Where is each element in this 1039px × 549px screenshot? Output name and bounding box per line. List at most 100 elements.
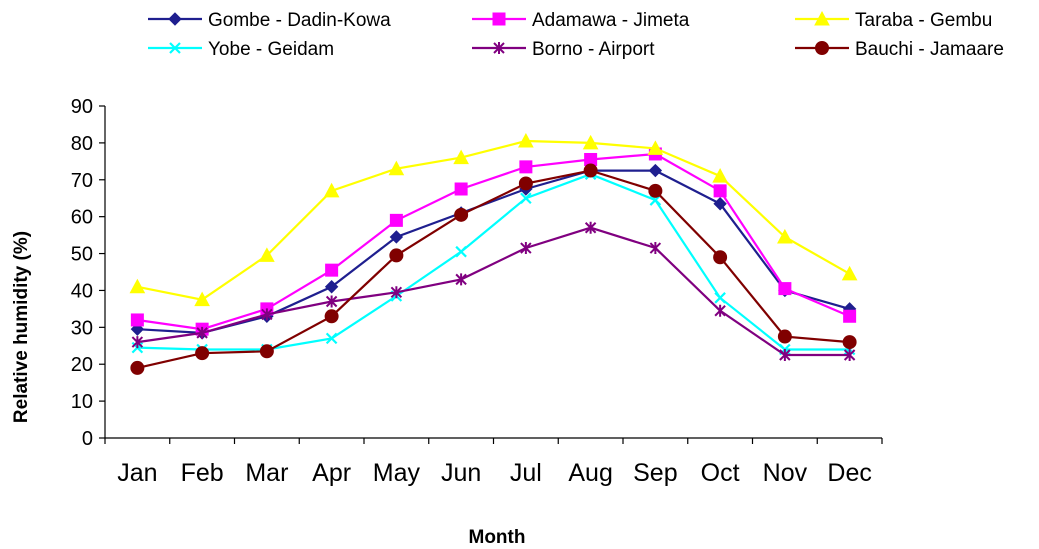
y-axis-ticks: 0 10 20 30 40 50 60 70 80 90 [71, 96, 105, 450]
data-point [582, 134, 599, 150]
x-tick-label: Nov [763, 459, 808, 487]
x-tick-label: Feb [181, 459, 224, 487]
legend-item-yobe-geidam: Yobe - Geidam [148, 39, 334, 60]
data-point [130, 313, 144, 327]
legend-label: Taraba - Gembu [855, 10, 992, 31]
series-layer [129, 132, 858, 375]
data-point [648, 163, 663, 178]
legend-item-gombe-dadin-kowa: Gombe - Dadin-Kowa [148, 10, 391, 31]
data-point [777, 228, 793, 244]
series-gombe-dadin-kowa [130, 163, 857, 340]
y-tick-label: 0 [82, 428, 93, 450]
data-point [518, 132, 534, 148]
data-point [713, 184, 727, 198]
data-point [779, 349, 791, 361]
data-point [455, 273, 467, 286]
data-point [520, 192, 532, 204]
data-point [261, 308, 273, 321]
series-borno-airport [131, 221, 856, 361]
data-point [778, 282, 792, 296]
data-point [714, 292, 726, 304]
x-tick-label: Apr [312, 459, 351, 487]
legend-label: Adamawa - Jimeta [532, 10, 690, 31]
series-line [137, 226, 850, 357]
y-tick-label: 50 [71, 244, 93, 266]
data-point [583, 163, 598, 178]
data-point [196, 326, 208, 339]
data-point [843, 349, 856, 361]
series-line [137, 152, 851, 331]
series-bauchi-jamaare [130, 163, 857, 375]
data-point [389, 230, 404, 244]
data-point [131, 336, 144, 349]
data-point [389, 248, 404, 263]
legend-marker [169, 42, 181, 54]
legend-item-taraba-gembu: Taraba - Gembu [795, 10, 992, 31]
data-point [325, 263, 339, 277]
legend: Gombe - Dadin-Kowa Adamawa - Jimeta Taraba… [148, 10, 1004, 60]
y-tick-label: 20 [71, 354, 93, 376]
legend-item-adamawa-jimeta: Adamawa - Jimeta [472, 10, 690, 31]
legend-label: Borno - Airport [532, 39, 655, 60]
data-point [520, 242, 532, 255]
data-point [841, 265, 858, 281]
data-point [519, 160, 533, 174]
legend-marker [492, 12, 506, 26]
legend-marker [493, 42, 505, 54]
x-axis-ticks: Jan Feb Mar Apr May Jun Jul Aug Sep Oct Nov Dec [104, 438, 883, 487]
y-tick-label: 10 [71, 391, 93, 413]
x-tick-label: Oct [701, 459, 740, 487]
data-point [712, 168, 728, 183]
data-point [648, 183, 663, 198]
y-tick-label: 70 [71, 170, 93, 192]
data-point [325, 295, 338, 308]
data-point [324, 309, 339, 324]
x-tick-label: May [373, 459, 421, 487]
data-point [454, 182, 468, 196]
x-tick-label: Dec [827, 459, 871, 487]
data-point [647, 140, 664, 155]
axes [104, 106, 882, 439]
data-point [389, 213, 403, 227]
data-point [649, 242, 662, 255]
legend-marker [815, 41, 829, 55]
y-tick-label: 90 [71, 96, 93, 118]
x-tick-label: Aug [568, 459, 612, 487]
series-line [137, 169, 850, 369]
data-point [388, 160, 405, 176]
data-point [259, 247, 275, 262]
legend-label: Gombe - Dadin-Kowa [208, 10, 391, 31]
data-point [714, 304, 726, 317]
data-point [843, 309, 857, 323]
series-line [137, 173, 850, 351]
x-tick-label: Jul [510, 459, 542, 487]
data-point [129, 278, 146, 294]
x-axis-title: Month [469, 527, 526, 548]
legend-label: Yobe - Geidam [208, 39, 334, 60]
data-point [390, 286, 403, 299]
data-point [324, 280, 339, 294]
x-tick-label: Jun [441, 459, 481, 487]
y-tick-label: 80 [71, 133, 93, 155]
series-yobe-geidam [131, 168, 856, 356]
legend-item-borno-airport: Borno - Airport [472, 39, 655, 60]
data-point [842, 335, 857, 350]
legend-label: Bauchi - Jamaare [855, 39, 1004, 60]
legend-marker [814, 10, 830, 26]
data-point [259, 344, 274, 359]
data-point [454, 207, 469, 222]
data-point [518, 176, 533, 191]
data-point [130, 360, 145, 375]
y-tick-label: 30 [71, 317, 93, 339]
y-axis-title: Relative humidity (%) [11, 231, 32, 423]
x-tick-label: Jan [117, 459, 157, 487]
series-line [137, 139, 851, 301]
data-point [584, 221, 597, 234]
x-tick-label: Mar [245, 459, 288, 487]
data-point [194, 291, 210, 307]
data-point [713, 197, 727, 211]
legend-marker [168, 12, 182, 26]
y-tick-label: 40 [71, 280, 93, 302]
data-point [455, 245, 467, 258]
